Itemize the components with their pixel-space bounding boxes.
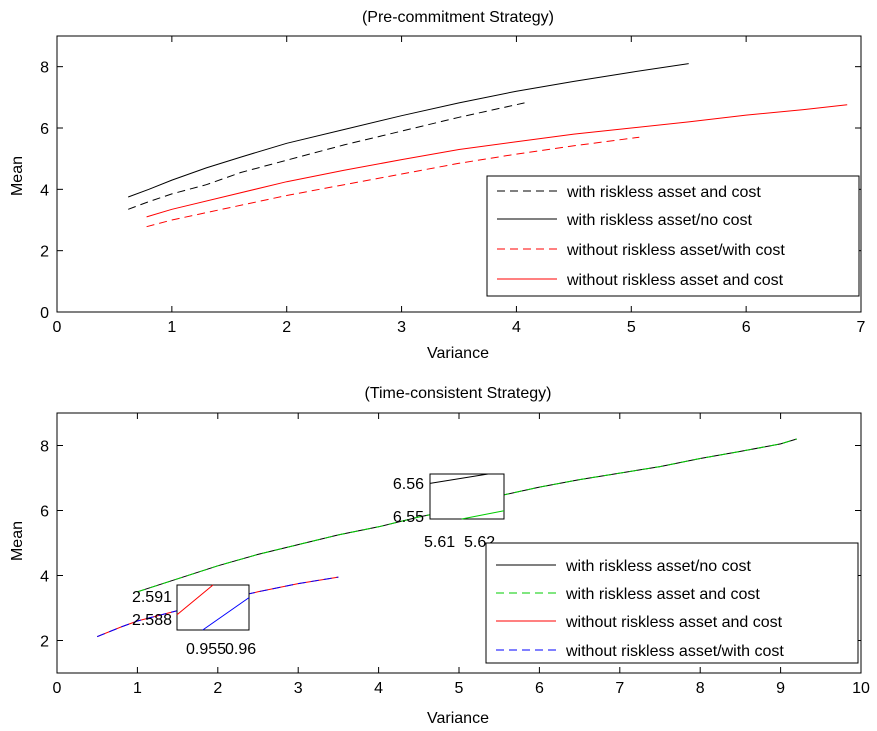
inset-lower-line-0 [176, 584, 214, 616]
top-x-tick-label-0: 0 [53, 319, 62, 336]
top-y-tick-label-2: 4 [40, 182, 49, 199]
bottom-legend-entry-3: without riskless asset/with cost [496, 643, 784, 660]
inset-upper-line-1 [461, 510, 505, 520]
top-series [128, 63, 848, 228]
top-series-2 [146, 136, 640, 228]
top-x-tick-label-7: 7 [857, 319, 866, 336]
top-plot-frame [56, 35, 862, 313]
inset-upper-line-0 [429, 473, 489, 484]
top-x-tick-label-2: 2 [282, 319, 291, 336]
top-y-tick-label-4: 8 [40, 60, 49, 77]
top-x-tick-label-3: 3 [397, 319, 406, 336]
inset-upper-xtick-0: 5.61 [424, 534, 455, 551]
bottom-x-tick-label-9: 9 [776, 680, 785, 697]
bottom-legend-entry-0: with riskless asset/no cost [496, 558, 752, 575]
top-legend: with riskless asset and cost with riskle… [486, 175, 860, 297]
inset-lower-ytick-0: 2.591 [132, 589, 172, 606]
bottom-x-tick-label-8: 8 [696, 680, 705, 697]
bottom-x-tick-label-10: 10 [852, 680, 870, 697]
inset-lower-xtick-1: 0.96 [225, 641, 256, 658]
inset-lower: 2.591 2.588 0.955 0.96 [132, 584, 256, 658]
bottom-x-axis-label: Variance [427, 710, 489, 727]
top-series-0 [128, 102, 525, 210]
top-series-1 [128, 63, 689, 198]
inset-lower-line-1 [202, 597, 250, 631]
bottom-x-tick-label-2: 2 [213, 680, 222, 697]
top-legend-label-0: with riskless asset and cost [566, 184, 761, 201]
inset-lower-lines [176, 584, 250, 631]
top-y-tick-label-3: 6 [40, 121, 49, 138]
top-series-3 [146, 104, 848, 218]
bottom-y-tick-label-0: 2 [40, 634, 49, 651]
top-y-axis-label: Mean [9, 156, 26, 196]
bottom-x-tick-label-3: 3 [294, 680, 303, 697]
top-legend-label-2: without riskless asset/with cost [566, 242, 785, 259]
bottom-legend-label-3: without riskless asset/with cost [565, 643, 784, 660]
inset-lower-xtick-0: 0.955 [186, 641, 226, 658]
bottom-legend-box [485, 542, 859, 664]
bottom-y-tick-label-1: 4 [40, 569, 49, 586]
bottom-x-tick-label-1: 1 [133, 680, 142, 697]
bottom-x-tick-label-4: 4 [374, 680, 383, 697]
bottom-legend: with riskless asset/no cost with riskles… [485, 542, 859, 664]
bottom-legend-label-2: without riskless asset and cost [565, 614, 783, 631]
top-legend-box [486, 175, 860, 297]
top-legend-label-3: without riskless asset and cost [566, 272, 784, 289]
top-x-tick-label-1: 1 [167, 319, 176, 336]
inset-upper-lines [429, 473, 505, 520]
inset-upper-box [429, 473, 505, 520]
top-x-tick-label-4: 4 [512, 319, 521, 336]
inset-lower-ytick-1: 2.588 [132, 612, 172, 629]
top-y-tick-label-0: 0 [40, 305, 49, 322]
bottom-y-axis-label: Mean [9, 521, 26, 561]
bottom-legend-label-0: with riskless asset/no cost [565, 558, 752, 575]
top-legend-entry-0: with riskless asset and cost [497, 184, 761, 201]
inset-upper-ytick-0: 6.56 [393, 476, 424, 493]
bottom-legend-entry-1: with riskless asset and cost [496, 586, 760, 603]
top-y-tick-label-1: 2 [40, 244, 49, 261]
top-legend-label-1: with riskless asset/no cost [566, 212, 753, 229]
top-legend-entry-2: without riskless asset/with cost [497, 242, 785, 259]
inset-upper: 6.56 6.55 5.61 5.62 [393, 473, 505, 551]
bottom-x-tick-label-6: 6 [535, 680, 544, 697]
bottom-x-tick-label-7: 7 [615, 680, 624, 697]
bottom-y-tick-label-2: 6 [40, 504, 49, 521]
top-legend-entry-3: without riskless asset and cost [497, 272, 784, 289]
bottom-legend-label-1: with riskless asset and cost [565, 586, 760, 603]
bottom-legend-entry-2: without riskless asset and cost [496, 614, 783, 631]
top-chart-title: (Pre-commitment Strategy) [362, 9, 554, 26]
top-x-axis-label: Variance [427, 345, 489, 362]
inset-upper-ytick-1: 6.55 [393, 509, 424, 526]
bottom-axes: 0 1 2 3 4 5 6 7 8 9 10 2 4 6 8 [40, 412, 870, 697]
pre-commitment-panel: (Pre-commitment Strategy) 0 1 2 3 4 5 6 702468 … [9, 9, 866, 362]
bottom-chart-title: (Time-consistent Strategy) [364, 385, 551, 402]
top-x-tick-label-6: 6 [742, 319, 751, 336]
top-axes: 0 1 2 3 4 5 6 7 0 2 4 6 8 [40, 35, 866, 336]
top-x-tick-label-5: 5 [627, 319, 636, 336]
top-legend-entry-1: with riskless asset/no cost [497, 212, 753, 229]
bottom-x-tick-label-5: 5 [455, 680, 464, 697]
bottom-y-tick-label-3: 8 [40, 439, 49, 456]
bottom-x-tick-label-0: 0 [53, 680, 62, 697]
time-consistent-panel: (Time-consistent Strategy) 0 1 2 3 4 5 6 7 8 9 10 2… [9, 385, 870, 727]
